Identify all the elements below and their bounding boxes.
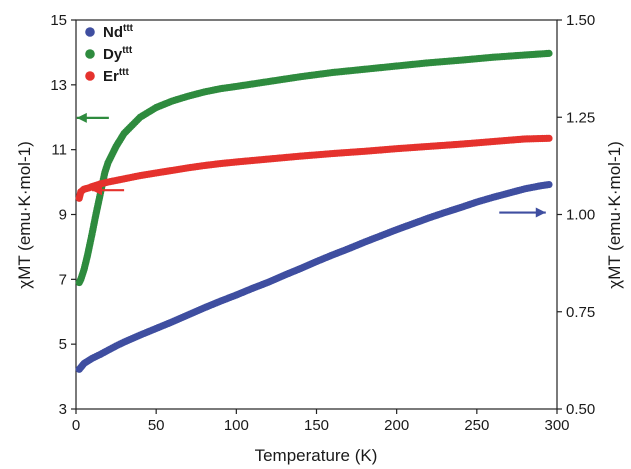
x-tick-label: 250 [464, 417, 489, 434]
legend-label-main: Nd [103, 24, 123, 41]
legend-label-superscript: ttt [119, 67, 130, 78]
plot-frame [75, 19, 558, 410]
nd-legend-label: Ndttt [103, 23, 134, 41]
nd-legend-marker [85, 27, 95, 37]
y-tick-label-left: 9 [59, 207, 67, 224]
dy-legend-marker [85, 49, 95, 59]
dy-axis-arrow-head [76, 112, 87, 123]
y-axis-label-left: χMT (emu·K·mol-1) [15, 141, 34, 288]
er-axis-arrow [92, 185, 125, 196]
nd-axis-arrow [499, 207, 546, 218]
y-tick-label-left: 15 [50, 12, 67, 29]
er-axis-arrow-head [92, 185, 103, 196]
y-tick-label-left: 7 [59, 271, 67, 288]
x-tick-label: 0 [72, 417, 80, 434]
y-axis-label-right: χMT (emu·K·mol-1) [605, 141, 624, 288]
legend-label-superscript: ttt [122, 45, 133, 56]
y-tick-label-right: 1.50 [566, 12, 595, 29]
legend-label-superscript: ttt [123, 23, 134, 34]
dy-legend-label: Dyttt [103, 45, 133, 63]
x-axis-label: Temperature (K) [255, 446, 378, 465]
y-tick-label-left: 11 [51, 142, 67, 159]
y-tick-label-right: 0.75 [566, 304, 595, 321]
y-tick-label-left: 5 [59, 336, 67, 353]
dy-data-point [545, 49, 553, 57]
ticks-layer: 0 50 100 150 200 250 300 3 5 7 9 11 13 15 0.50 0.75 1.00… [50, 12, 595, 434]
er-data-point [545, 134, 553, 142]
y-tick-label-right: 1.00 [566, 207, 595, 224]
x-tick-label: 200 [384, 417, 409, 434]
dy-axis-arrow [76, 112, 109, 123]
y-tick-label-left: 13 [50, 77, 67, 94]
x-tick-label: 100 [224, 417, 249, 434]
x-tick-label: 300 [544, 417, 569, 434]
series-layer [75, 49, 553, 373]
nd-axis-arrow-head [535, 207, 546, 218]
x-tick-label: 150 [304, 417, 329, 434]
legend-label-main: Dy [103, 46, 123, 63]
er-legend-label: Erttt [103, 67, 130, 85]
arrows-layer [76, 112, 546, 218]
legend-label-main: Er [103, 68, 119, 85]
nd-data-point [545, 180, 553, 189]
x-tick-label: 50 [148, 417, 165, 434]
er-legend-marker [85, 71, 95, 81]
y-tick-label-right: 0.50 [566, 401, 595, 418]
y-tick-label-left: 3 [59, 401, 67, 418]
y-tick-label-right: 1.25 [566, 109, 595, 126]
plot-area [75, 19, 558, 410]
